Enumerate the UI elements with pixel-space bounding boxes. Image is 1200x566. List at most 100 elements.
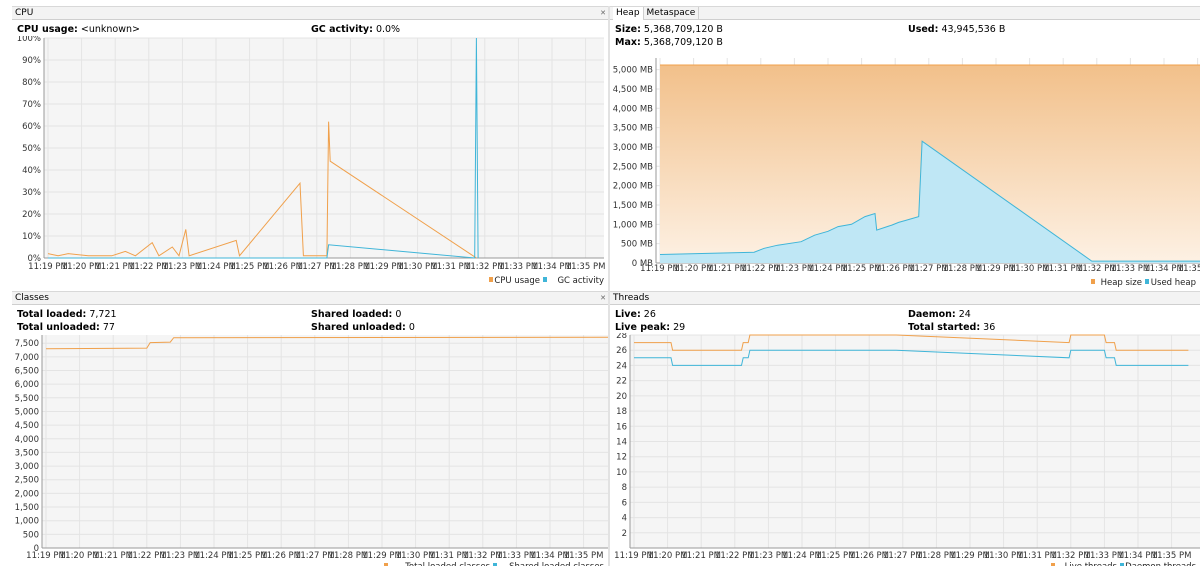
x-tick-label: 11:22 PM [129, 262, 169, 272]
x-tick-label: 11:24 PM [196, 262, 236, 272]
shared-unloaded-label: Shared unloaded: [311, 322, 406, 333]
daemon-stat: Daemon: 24 [908, 309, 971, 320]
x-tick-label: 11:21 PM [681, 551, 721, 561]
y-tick-label: 6,000 [15, 380, 39, 390]
x-tick-label: 11:19 PM [640, 264, 680, 274]
legend-swatch [493, 563, 497, 566]
x-tick-label: 11:32 PM [1077, 264, 1117, 274]
x-tick-label: 11:27 PM [909, 264, 949, 274]
close-icon[interactable]: ✕ [600, 294, 606, 302]
y-tick-label: 20 [616, 392, 627, 402]
cpu-chart: 0% 10% 20% 30% 40% 50% 60% 70% 80% 90% 100% 11:19 P… [17, 36, 606, 286]
legend-swatch [1120, 563, 1124, 566]
threads-panel-titlebar[interactable]: Threads [610, 291, 1200, 305]
x-tick-label: 11:19 PM [26, 551, 66, 561]
legend-swatch [489, 277, 493, 282]
y-tick-label: 100% [17, 36, 41, 44]
x-tick-label: 11:19 PM [614, 551, 654, 561]
series-line-1 [634, 349, 1189, 366]
legend-label: GC activity [557, 276, 604, 286]
series-line-0 [47, 121, 477, 259]
x-tick-label: 11:23 PM [161, 551, 201, 561]
y-tick-label: 30% [22, 188, 41, 198]
panel-divider[interactable] [608, 6, 610, 566]
series-area-1 [660, 141, 1200, 263]
classes-panel-titlebar[interactable]: Classes ✕ [12, 291, 608, 305]
x-tick-label: 11:31 PM [431, 262, 471, 272]
y-tick-label: 6 [622, 498, 627, 508]
heap-panel-tabbar: Heap Metaspace [610, 6, 1200, 20]
y-tick-label: 60% [22, 122, 41, 132]
x-tick-label: 11:28 PM [331, 262, 371, 272]
x-tick-label: 11:24 PM [808, 264, 848, 274]
y-tick-label: 5,000 [15, 407, 39, 417]
total-unloaded-label: Total unloaded: [17, 322, 100, 333]
x-tick-label: 11:25 PM [816, 551, 856, 561]
y-tick-label: 12 [616, 453, 627, 463]
y-tick-label: 4,000 MB [613, 104, 653, 114]
cpu-panel-titlebar[interactable]: CPU ✕ [12, 6, 608, 20]
x-tick-label: 11:30 PM [984, 551, 1024, 561]
tab-heap[interactable]: Heap [613, 7, 644, 20]
cpu-panel: CPU ✕ CPU usage: <unknown> GC activity: … [12, 6, 608, 290]
legend-label: Live threads [1065, 562, 1118, 566]
x-tick-label: 11:27 PM [295, 551, 335, 561]
y-tick-label: 5,500 [15, 394, 39, 404]
x-tick-label: 11:22 PM [127, 551, 167, 561]
shared-loaded-value: 0 [395, 309, 402, 320]
x-tick-label: 11:29 PM [362, 551, 402, 561]
threads-panel-title: Threads [613, 293, 650, 303]
x-tick-label: 11:35 PM [1152, 551, 1192, 561]
legend-label: Total loaded classes [404, 562, 490, 566]
y-tick-label: 20% [22, 210, 41, 220]
cpu-usage-value: <unknown> [80, 24, 140, 35]
series-line-1 [48, 37, 479, 259]
legend-swatch [1145, 279, 1149, 284]
legend-swatch [543, 277, 547, 282]
x-tick-label: 11:26 PM [849, 551, 889, 561]
y-tick-label: 80% [22, 78, 41, 88]
legend-swatch [1091, 279, 1095, 284]
heap-used-value: 43,945,536 B [941, 24, 1006, 35]
x-tick-label: 11:34 PM [530, 551, 570, 561]
close-icon[interactable]: ✕ [600, 9, 606, 17]
heap-chart: 0 MB 500 MB 1,000 MB 1,500 MB 2,000 MB 2,500 … [613, 58, 1200, 288]
legend-label: Daemon threads [1125, 562, 1196, 566]
x-tick-label: 11:33 PM [1085, 551, 1125, 561]
tab-metaspace[interactable]: Metaspace [644, 7, 700, 20]
x-tick-label: 11:33 PM [1111, 264, 1151, 274]
x-tick-label: 11:34 PM [1144, 264, 1184, 274]
x-tick-label: 11:28 PM [329, 551, 369, 561]
x-tick-label: 11:33 PM [499, 262, 539, 272]
y-tick-label: 2,500 [15, 476, 39, 486]
live-stat: Live: 26 [615, 309, 656, 320]
threads-panel: Threads Live: 26 Live peak: 29 Daemon: 2… [610, 291, 1200, 566]
total-started-label: Total started: [908, 322, 981, 333]
x-tick-label: 11:23 PM [163, 262, 203, 272]
y-tick-label: 16 [616, 422, 627, 432]
heap-used-stat: Used: 43,945,536 B [908, 24, 1005, 35]
x-tick-label: 11:29 PM [950, 551, 990, 561]
heap-size-value: 5,368,709,120 B [643, 24, 723, 35]
x-tick-label: 11:19 PM [28, 262, 68, 272]
x-tick-label: 11:27 PM [883, 551, 923, 561]
y-tick-label: 0% [28, 254, 42, 264]
total-unloaded-stat: Total unloaded: 77 [17, 322, 115, 333]
legend-swatch [384, 563, 388, 566]
x-tick-label: 11:21 PM [95, 262, 135, 272]
shared-unloaded-value: 0 [408, 322, 415, 333]
total-loaded-label: Total loaded: [17, 309, 87, 320]
x-tick-label: 11:33 PM [497, 551, 537, 561]
y-tick-label: 1,500 [15, 503, 39, 513]
heap-max-value: 5,368,709,120 B [643, 37, 723, 48]
daemon-label: Daemon: [908, 309, 956, 320]
x-tick-label: 11:24 PM [194, 551, 234, 561]
x-tick-label: 11:20 PM [648, 551, 688, 561]
x-tick-label: 11:34 PM [1118, 551, 1158, 561]
heap-size-stat: Size: 5,368,709,120 B [615, 24, 723, 35]
y-tick-label: 1,500 MB [613, 201, 653, 211]
x-tick-label: 11:28 PM [943, 264, 983, 274]
heap-panel: Heap Metaspace Size: 5,368,709,120 B Max:… [610, 6, 1200, 290]
y-tick-label: 1,000 MB [613, 220, 653, 230]
